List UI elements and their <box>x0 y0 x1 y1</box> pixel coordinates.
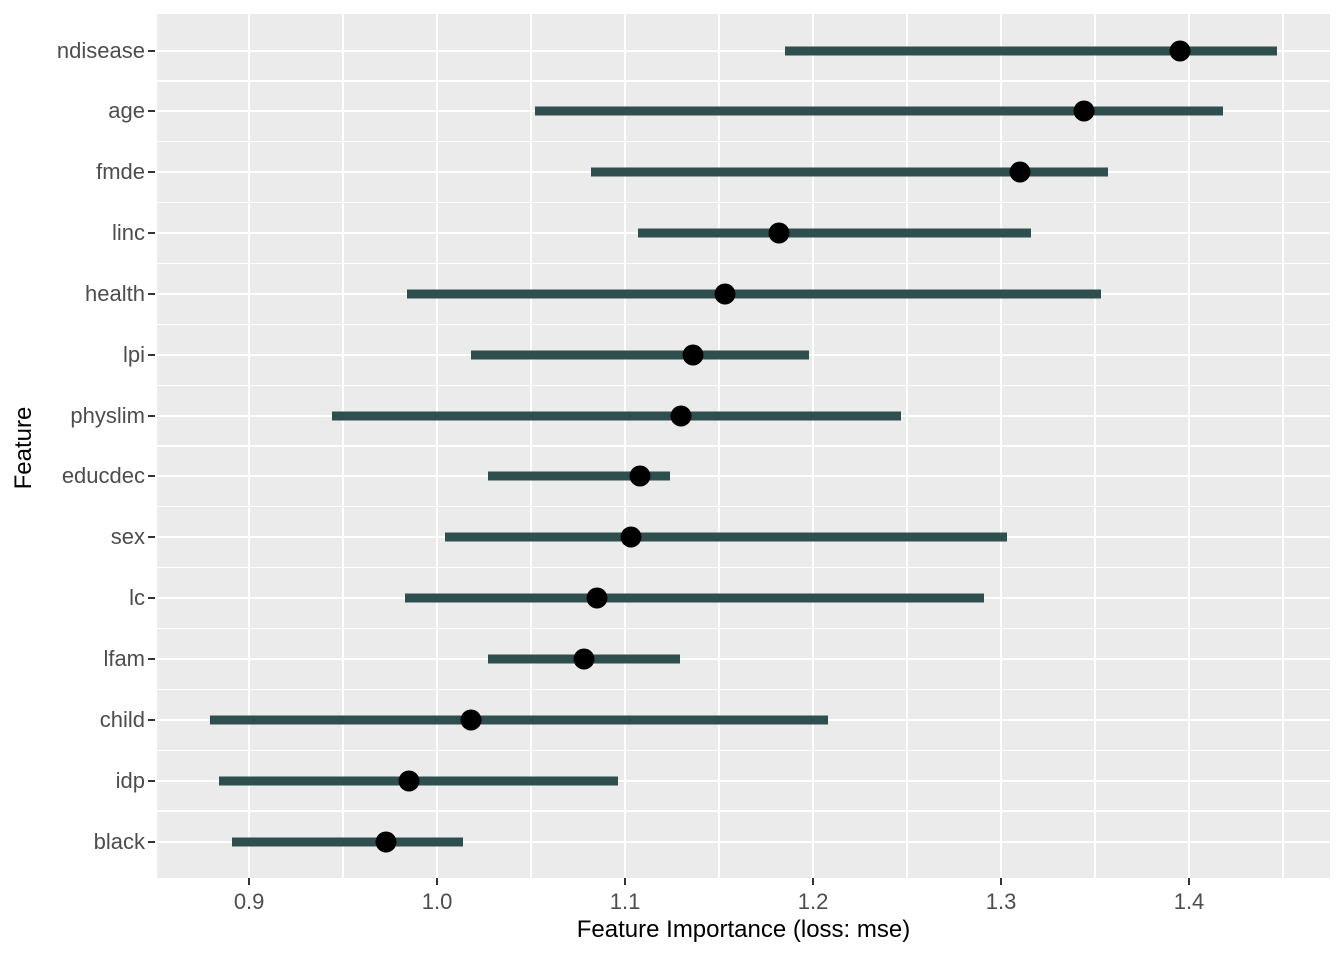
y-tick-label: lfam <box>103 645 145 671</box>
importance-range-bar <box>407 289 1101 299</box>
importance-point <box>1009 161 1031 183</box>
major-gridline-horizontal <box>157 840 1330 843</box>
x-tick-label: 1.3 <box>985 889 1017 914</box>
y-tick-label: black <box>93 828 145 854</box>
importance-range-bar <box>534 106 1223 116</box>
plot-panel <box>157 14 1330 878</box>
minor-gridline-horizontal <box>157 262 1330 265</box>
y-tick-label: fmde <box>96 159 145 185</box>
importance-point <box>398 770 420 792</box>
importance-point <box>768 222 790 244</box>
y-tick-mark <box>148 171 155 174</box>
importance-range-bar <box>232 837 464 846</box>
y-tick-mark <box>148 779 155 782</box>
x-tick-mark <box>1188 878 1190 885</box>
importance-range-bar <box>470 350 810 360</box>
x-axis-title: Feature Importance (loss: mse) <box>576 916 911 943</box>
x-tick-label: 1.1 <box>609 889 641 914</box>
importance-range-bar <box>331 411 902 421</box>
major-gridline-vertical <box>812 14 815 878</box>
importance-range-bar <box>487 471 671 481</box>
minor-gridline-horizontal <box>157 201 1330 204</box>
y-tick-mark <box>148 536 155 539</box>
importance-point <box>1073 100 1095 122</box>
y-axis-title: Feature <box>10 406 37 490</box>
minor-gridline-horizontal <box>157 688 1330 691</box>
major-gridline-vertical <box>624 14 627 878</box>
x-tick-mark <box>1000 878 1003 885</box>
y-tick-label: health <box>85 280 145 306</box>
importance-point <box>682 344 704 366</box>
y-tick-label: sex <box>110 524 145 550</box>
minor-gridline-horizontal <box>157 384 1330 386</box>
major-gridline-horizontal <box>157 779 1330 782</box>
importance-point <box>460 709 482 731</box>
x-tick-label: 1.4 <box>1173 889 1205 914</box>
importance-point <box>586 587 608 609</box>
y-tick-mark <box>148 475 155 478</box>
x-tick-mark <box>624 878 627 885</box>
minor-gridline-horizontal <box>157 749 1330 751</box>
importance-point <box>670 405 692 427</box>
x-tick-mark <box>436 878 439 885</box>
importance-point <box>620 526 642 548</box>
importance-range-bar <box>784 46 1278 55</box>
x-tick-mark <box>812 878 815 885</box>
y-tick-mark <box>148 232 155 235</box>
minor-gridline-horizontal <box>157 80 1330 82</box>
importance-point <box>629 465 651 487</box>
major-gridline-vertical <box>1000 14 1003 878</box>
minor-gridline-horizontal <box>157 141 1330 143</box>
x-tick-label: 1.0 <box>421 889 453 914</box>
y-tick-label: lpi <box>122 341 145 367</box>
y-tick-mark <box>148 840 155 843</box>
minor-gridline-horizontal <box>157 627 1330 630</box>
minor-gridline-horizontal <box>157 506 1330 508</box>
y-tick-label: educdec <box>61 463 145 489</box>
y-tick-mark <box>148 353 155 356</box>
minor-gridline-horizontal <box>157 567 1330 569</box>
minor-gridline-horizontal <box>157 323 1330 325</box>
y-tick-label: linc <box>111 220 145 246</box>
y-tick-label: age <box>108 98 145 124</box>
major-gridline-horizontal <box>157 475 1330 478</box>
y-tick-mark <box>148 718 155 721</box>
major-gridline-vertical <box>1188 14 1190 878</box>
minor-gridline-horizontal <box>157 810 1330 812</box>
y-tick-mark <box>148 110 155 113</box>
importance-range-bar <box>638 228 1032 238</box>
importance-point <box>714 283 736 305</box>
x-tick-label: 1.2 <box>797 889 829 914</box>
y-tick-label: child <box>99 706 145 732</box>
importance-range-bar <box>209 715 829 725</box>
y-tick-mark <box>148 292 155 295</box>
importance-range-bar <box>591 167 1109 177</box>
major-gridline-horizontal <box>157 657 1330 660</box>
y-tick-label: ndisease <box>56 37 145 63</box>
y-tick-label: physlim <box>70 402 145 428</box>
importance-range-bar <box>444 532 1007 542</box>
y-tick-mark <box>148 657 155 660</box>
y-tick-label: lc <box>129 585 145 611</box>
importance-point <box>1169 40 1191 61</box>
importance-point <box>375 831 397 852</box>
x-tick-mark <box>248 878 251 885</box>
y-tick-mark <box>148 49 155 52</box>
x-tick-label: 0.9 <box>233 889 265 914</box>
y-tick-label: idp <box>115 767 145 793</box>
major-gridline-vertical <box>436 14 439 878</box>
minor-gridline-horizontal <box>157 445 1330 447</box>
importance-point <box>573 648 595 670</box>
y-tick-mark <box>148 597 155 600</box>
importance-range-bar <box>405 593 985 603</box>
y-tick-mark <box>148 414 155 417</box>
major-gridline-vertical <box>248 14 251 878</box>
major-gridline-horizontal <box>157 49 1330 52</box>
